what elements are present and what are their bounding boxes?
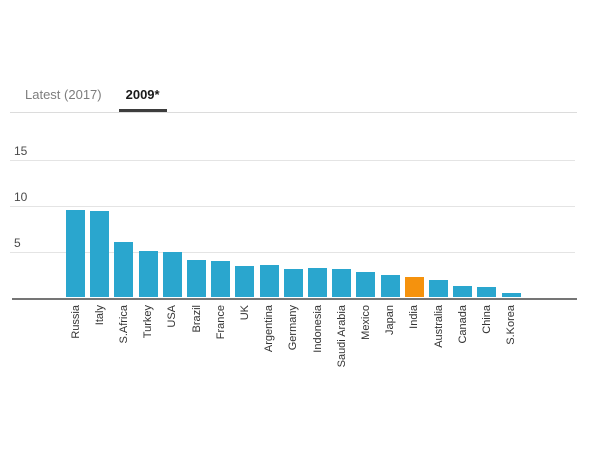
bar-japan [380, 275, 400, 298]
bar-turkey [138, 251, 158, 298]
x-label-france: France [214, 305, 227, 340]
bar-uk [235, 266, 255, 298]
bar-italy [90, 210, 110, 298]
bar-germany [283, 268, 303, 298]
x-label-italy: Italy [93, 305, 106, 326]
x-label-australia: Australia [432, 305, 445, 348]
x-label-germany: Germany [287, 305, 300, 351]
y-axis-tick-15: 15 [14, 143, 28, 158]
x-label-canada: Canada [456, 305, 469, 344]
gridline-y-15 [10, 159, 575, 161]
bar-brazil [187, 259, 206, 298]
bar-indonesia [308, 267, 327, 298]
tab-2009[interactable]: 2009* [118, 86, 167, 112]
bar-australia [429, 279, 448, 298]
bar-canada [453, 286, 473, 298]
tab-latest-2017[interactable]: Latest (2017) [25, 87, 102, 102]
gridline-y-5 [10, 252, 575, 254]
x-label-japan: Japan [384, 305, 397, 335]
x-label-india: India [408, 305, 421, 329]
bar-india [404, 277, 424, 298]
x-label-s-africa: S.Africa [117, 305, 130, 344]
bar-france [211, 260, 231, 298]
bar-usa [162, 252, 182, 298]
x-label-argentina: Argentina [263, 305, 276, 353]
x-label-usa: USA [166, 305, 179, 328]
bar-saudi-arabia [332, 268, 352, 298]
x-label-uk: UK [238, 305, 251, 321]
bar-china [477, 287, 497, 298]
x-label-s-korea: S.Korea [505, 305, 518, 345]
bar-s-korea [501, 292, 521, 298]
x-label-turkey: Turkey [142, 305, 155, 339]
gridline-y-10 [10, 206, 575, 208]
tabbar-divider [10, 112, 577, 113]
x-label-mexico: Mexico [359, 305, 372, 340]
bar-argentina [259, 265, 279, 298]
bar-russia [66, 209, 85, 298]
bar-mexico [356, 271, 376, 298]
y-axis-tick-10: 10 [14, 190, 28, 205]
x-label-brazil: Brazil [190, 305, 203, 333]
y-axis-tick-5: 5 [14, 236, 21, 251]
bar-s-africa [114, 242, 134, 298]
x-axis-line [12, 297, 577, 300]
x-label-indonesia: Indonesia [311, 305, 324, 353]
x-label-china: China [480, 305, 493, 334]
x-label-saudi-arabia: Saudi Arabia [335, 305, 348, 368]
chart-tabbar: Latest (2017) 2009* [25, 86, 167, 112]
x-label-russia: Russia [69, 305, 82, 339]
